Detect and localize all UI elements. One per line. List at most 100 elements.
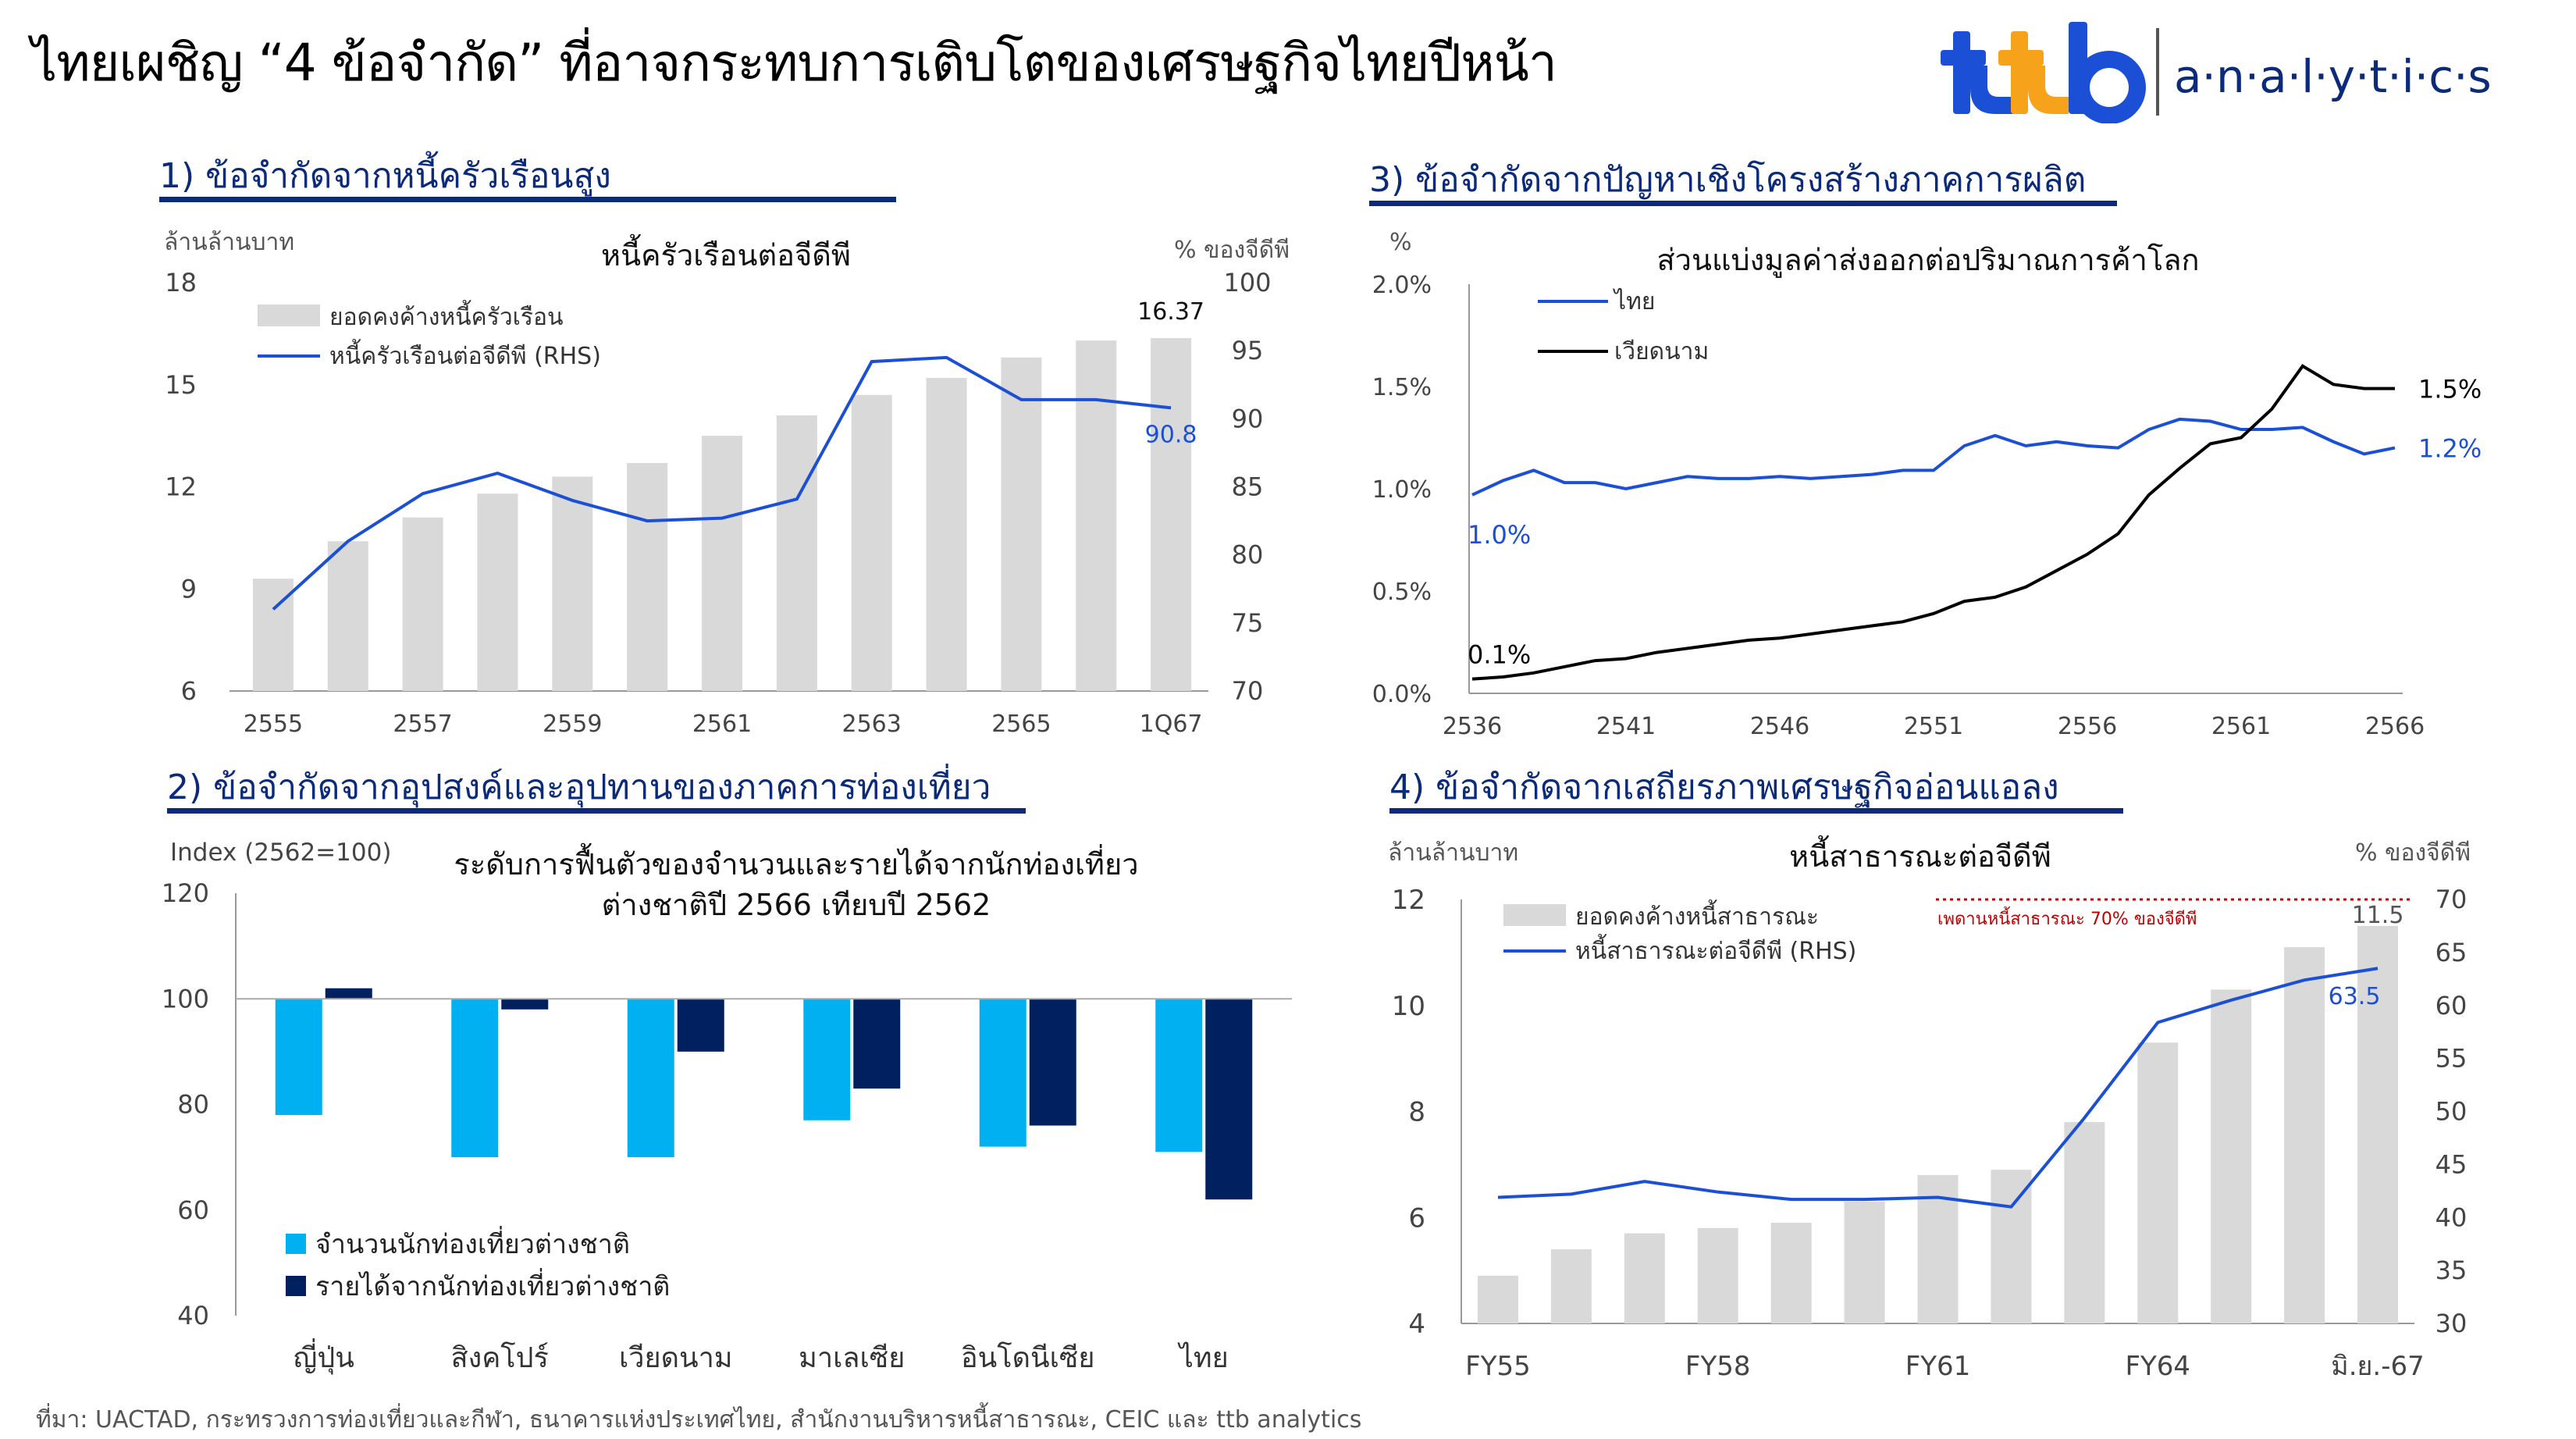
public-debt-bar — [2284, 947, 2325, 1323]
panel-1-title: 1) ข้อจำกัดจากหนี้ครัวเรือนสูง — [159, 156, 611, 196]
legend-label: หนี้ครัวเรือนต่อจีดีพี (RHS) — [329, 339, 601, 370]
debt-bar — [327, 541, 368, 691]
logo-divider — [2156, 28, 2159, 116]
receipts-bar — [325, 988, 372, 999]
data-label: 1.5% — [2418, 375, 2482, 404]
y-axis-label: ล้านล้านบาท — [164, 229, 294, 256]
y-axis-label: % — [1389, 229, 1412, 256]
public-debt-bar — [2211, 989, 2252, 1323]
x-tick-label: 2536 — [1443, 713, 1502, 740]
legend-label: เวียดนาม — [1614, 338, 1709, 365]
y2-tick-label: 30 — [2435, 1309, 2467, 1338]
debt-bar — [1151, 338, 1192, 691]
legend-label: ไทย — [1613, 287, 1655, 315]
public-debt-bar — [1624, 1233, 1665, 1323]
thailand-line — [1471, 417, 2396, 497]
x-tick-label: ญี่ปุ่น — [294, 1338, 354, 1375]
y2-tick-label: 65 — [2435, 938, 2467, 967]
data-label: 0.1% — [1468, 640, 1531, 670]
y2-tick-label: 95 — [1232, 336, 1264, 365]
y-tick-label: 18 — [165, 268, 197, 297]
x-tick-label: 2559 — [543, 711, 602, 738]
chart-title-line2: ต่างชาติปี 2566 เทียบปี 2562 — [602, 888, 991, 922]
y2-tick-label: 35 — [2435, 1256, 2467, 1285]
receipts-bar — [853, 999, 901, 1089]
ttb-analytics-logo: a·n·a·l·y·t·i·c·s — [1941, 22, 2492, 123]
legend-label: ยอดคงค้างหนี้ครัวเรือน — [329, 300, 564, 331]
panel-3-underline — [1369, 201, 2117, 206]
public-debt-bar — [1770, 1223, 1812, 1323]
data-label: 1.2% — [2418, 434, 2482, 464]
public-debt-to-gdp-line — [1497, 967, 2379, 1209]
legend-swatch-bar — [1503, 904, 1566, 926]
panel-1-underline — [159, 197, 896, 202]
panel-2-underline — [167, 808, 1026, 814]
x-tick-label: FY55 — [1465, 1351, 1531, 1382]
debt-bar — [702, 436, 742, 691]
public-debt-bar — [2137, 1042, 2179, 1323]
panel-4-underline — [1389, 808, 2123, 814]
data-label: 1.0% — [1468, 520, 1531, 550]
x-tick-label: 2566 — [2365, 713, 2425, 740]
debt-bar — [1001, 357, 1042, 691]
x-tick-label: ไทย — [1177, 1341, 1229, 1374]
y-tick-label: 60 — [177, 1195, 209, 1225]
y2-tick-label: 70 — [2435, 885, 2467, 914]
logo-analytics-text: a·n·a·l·y·t·i·c·s — [2174, 50, 2492, 103]
public-debt-bar — [1477, 1275, 1518, 1323]
data-label: 16.37 — [1137, 298, 1204, 326]
x-tick-label: 2561 — [692, 711, 752, 738]
y2-tick-label: 100 — [1223, 268, 1271, 297]
y-tick-label: 12 — [165, 472, 197, 502]
debt-bar — [776, 415, 817, 691]
ttb-logo-mark — [1941, 22, 2146, 123]
public-debt-chart: ล้านล้านบาท% ของจีดีพีหนี้สาธารณะต่อจีดี… — [1388, 835, 2471, 1382]
x-tick-label: FY61 — [1905, 1351, 1971, 1382]
x-tick-label: เวียดนาม — [619, 1342, 733, 1374]
public-debt-bar — [2357, 925, 2399, 1323]
legend-label: จำนวนนักท่องเที่ยวต่างชาติ — [315, 1226, 630, 1260]
debt-bar — [402, 517, 443, 691]
legend-swatch-receipts — [286, 1276, 306, 1296]
y-tick-label: 6 — [1408, 1202, 1425, 1234]
household-debt-chart: ล้านล้านบาท % ของจีดีพีหนี้ครัวเรือนต่อจี… — [164, 229, 1290, 738]
debt-bar — [552, 476, 593, 691]
x-tick-label: 2556 — [2058, 713, 2117, 740]
legend-swatch-arrivals — [286, 1234, 306, 1254]
x-tick-label: 2557 — [393, 711, 452, 738]
public-debt-bar — [1550, 1248, 1592, 1323]
y2-axis-label: % ของจีดีพี — [2355, 839, 2471, 867]
y-tick-label: 2.0% — [1372, 272, 1432, 299]
y-tick-label: 10 — [1392, 991, 1425, 1022]
receipts-bar — [677, 999, 724, 1052]
panel-2-title: 2) ข้อจำกัดจากอุปสงค์และอุปทานของภาคการท… — [167, 768, 991, 807]
y-tick-label: 80 — [177, 1090, 209, 1120]
arrivals-bar — [627, 999, 674, 1158]
source-note: ที่มา: UACTAD, กระทรวงการท่องเที่ยวและกี… — [36, 1406, 1362, 1434]
public-debt-bar — [1844, 1201, 1885, 1323]
public-debt-bar — [1697, 1227, 1738, 1323]
x-tick-label: สิงคโปร์ — [451, 1341, 549, 1374]
y2-tick-label: 85 — [1232, 472, 1264, 502]
y2-tick-label: 60 — [2435, 991, 2467, 1020]
receipts-bar — [1029, 999, 1076, 1126]
legend-label: รายได้จากนักท่องเที่ยวต่างชาติ — [315, 1268, 670, 1302]
x-tick-label: 2551 — [1904, 713, 1963, 740]
vietnam-line — [1471, 364, 2395, 681]
y-tick-label: 1.5% — [1372, 374, 1432, 401]
y-tick-label: 100 — [162, 984, 209, 1013]
data-label: 90.8 — [1145, 421, 1197, 448]
y-tick-label: 9 — [181, 574, 197, 604]
y2-tick-label: 80 — [1232, 540, 1264, 570]
data-label: 11.5 — [2352, 902, 2404, 929]
legend-swatch-bar — [258, 305, 320, 326]
y2-tick-label: 90 — [1232, 404, 1264, 433]
panel-3-title: 3) ข้อจำกัดจากปัญหาเชิงโครงสร้างภาคการผล… — [1369, 160, 2087, 200]
x-tick-label: 2565 — [991, 711, 1051, 738]
y2-tick-label: 55 — [2435, 1044, 2467, 1074]
legend-label: หนี้สาธารณะต่อจีดีพี (RHS) — [1575, 934, 1856, 965]
y2-axis-label: % ของจีดีพี — [1174, 237, 1290, 264]
x-tick-label: อินโดนีเซีย — [961, 1341, 1094, 1374]
legend-label: ยอดคงค้างหนี้สาธารณะ — [1575, 899, 1819, 931]
receipts-bar — [501, 999, 549, 1010]
